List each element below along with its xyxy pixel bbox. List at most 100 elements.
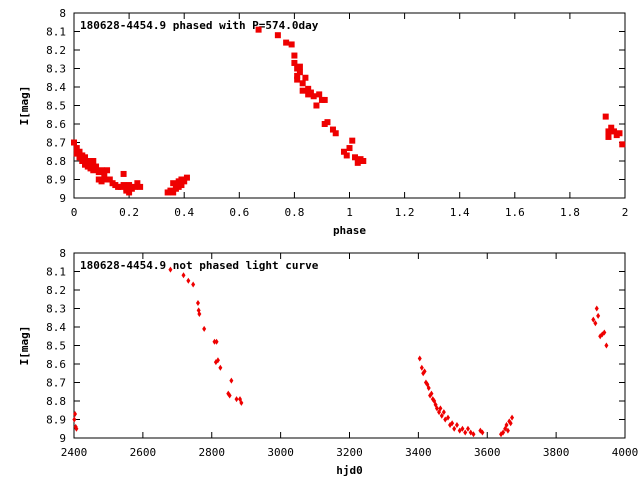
data-point [480,429,485,436]
y-tick-label: 8.7 [46,137,66,150]
unphased-panel: 2400 2600 2800 3000 3200 3400 3600 3800 4000 8 8.1… [18,247,638,477]
data-point [294,72,301,79]
data-point [170,189,177,196]
data-point [426,385,431,392]
data-point [218,364,223,371]
data-point [79,158,86,164]
data-point [214,338,219,345]
data-point [134,180,141,187]
y-tick-label: 8.3 [46,63,66,76]
data-point [84,158,91,164]
y-tick-label: 8.6 [46,118,66,131]
data-point [450,420,455,427]
y-tick-label: 8.7 [46,377,66,390]
data-point [98,167,105,174]
data-point [316,91,323,98]
data-point [594,305,599,312]
data-point [186,277,191,284]
x-axis-label: phase [333,224,366,237]
x-tick-label: 2 [622,206,629,219]
y-tick-label: 8.4 [46,321,66,334]
data-point [352,154,359,161]
data-point [604,342,609,349]
y-tick-label: 8.1 [46,26,66,39]
x-tick-label: 0.4 [174,206,194,219]
data-point [168,266,173,273]
data-point [616,130,623,137]
data-point [90,158,97,164]
y-tick-label: 8.5 [46,340,66,353]
data-point [104,167,111,174]
data-point [93,163,100,170]
y-tick-label: 8.8 [46,395,66,408]
x-tick-label: 3400 [405,446,432,459]
data-point [73,410,78,417]
data-point [305,85,312,92]
y-tick-label: 8.1 [46,266,66,279]
y-tick-label: 8.5 [46,100,66,113]
data-point [460,425,465,432]
x-tick-label: 1.2 [395,206,415,219]
data-point [307,89,314,96]
data-point [126,182,133,189]
y-tick-label: 8.2 [46,44,66,57]
data-point [126,189,133,196]
data-point [340,148,347,155]
data-point [101,172,108,179]
x-tick-label: 0 [71,206,78,219]
x-tick-label: 3800 [543,446,570,459]
chart-title: 180628-4454.9 not phased light curve [80,259,319,272]
x-tick-label: 3200 [336,446,363,459]
data-point [508,420,513,427]
data-point [195,299,200,306]
y-tick-label: 8.6 [46,358,66,371]
data-point [419,364,424,371]
data-point [131,183,138,190]
data-point [417,355,422,362]
data-point [454,422,459,429]
x-tick-label: 1.4 [450,206,470,219]
x-tick-label: 3600 [474,446,501,459]
data-point [227,392,232,399]
x-tick-label: 1 [346,206,353,219]
data-point [605,128,612,135]
data-point [291,52,298,59]
data-point [72,416,77,423]
plot-frame [73,12,626,199]
data-point [349,137,356,144]
x-tick-label: 1.6 [505,206,525,219]
data-point [197,311,202,318]
data-point [239,399,244,406]
data-point [441,409,446,416]
data-point [510,414,515,421]
data-point [296,69,303,76]
x-tick-label: 2400 [61,446,88,459]
data-point [310,93,317,100]
data-point [274,32,281,39]
data-point [343,152,350,159]
data-point [329,126,336,133]
data-point [288,41,295,48]
data-point [610,128,617,135]
data-point [74,425,79,432]
data-point [434,405,439,412]
data-point [452,425,457,432]
x-tick-label: 0.6 [229,206,249,219]
x-tick-label: 0.8 [284,206,304,219]
data-point [137,183,144,190]
data-point [619,141,626,148]
data-point [181,272,186,279]
data-point [71,139,77,146]
x-tick-label: 1.8 [560,206,580,219]
data-point [465,425,470,432]
data-point [591,316,596,323]
data-point [605,133,612,140]
data-point [212,338,217,345]
data-point [106,176,113,183]
data-point [215,357,220,364]
x-tick-label: 2800 [199,446,226,459]
data-point [283,39,290,46]
data-point [608,124,615,131]
data-point [463,429,468,436]
